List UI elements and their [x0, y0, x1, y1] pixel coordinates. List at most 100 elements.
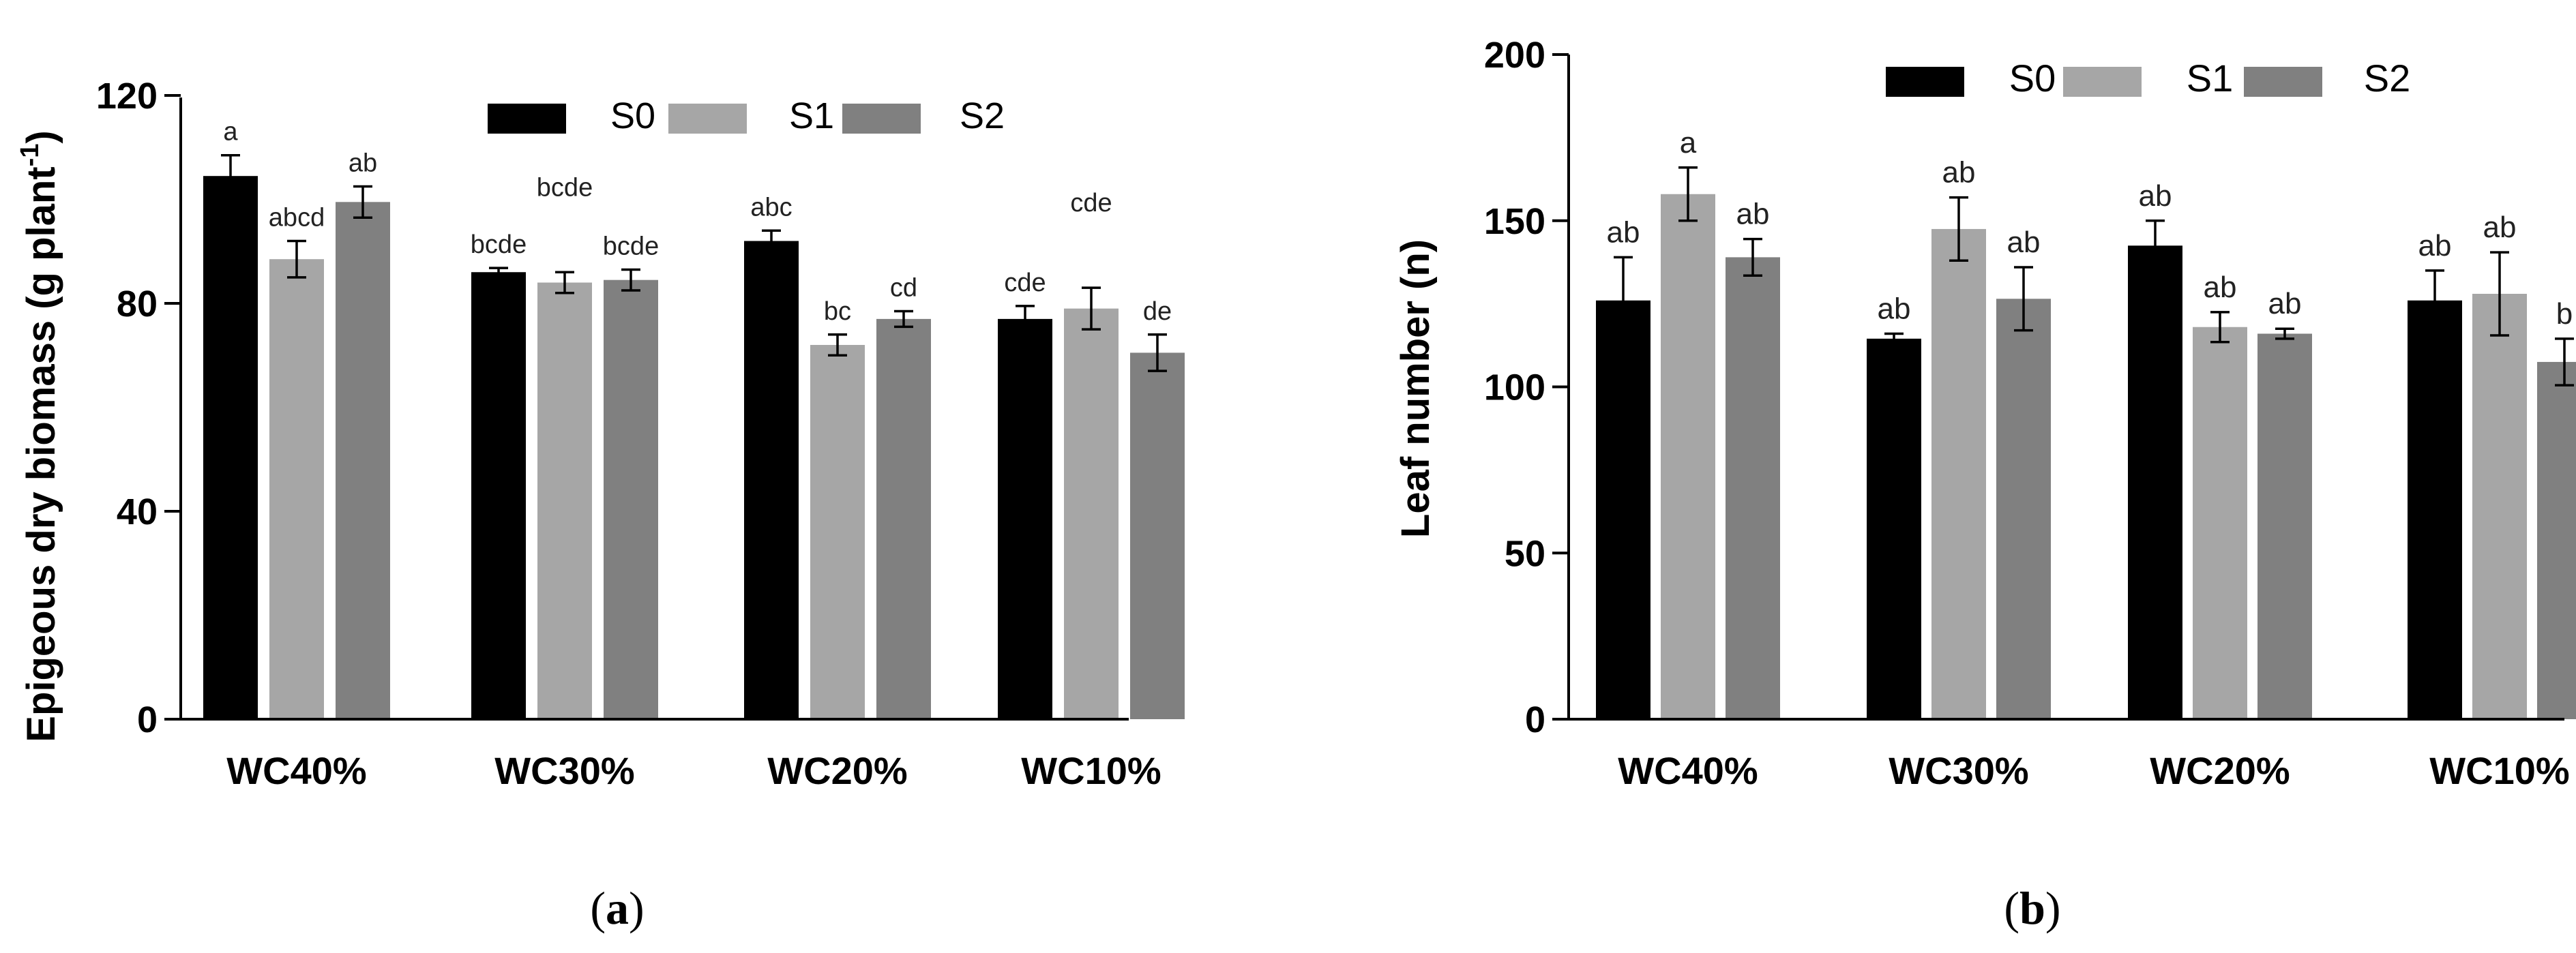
bar-s2-3	[876, 318, 931, 719]
bar-s1-1	[1661, 194, 1715, 719]
significance-label: ab	[1942, 156, 1976, 190]
bar-s2-2	[1996, 299, 2051, 719]
bar-s1-3	[2193, 327, 2247, 719]
y-tick-label: 200	[1484, 35, 1545, 76]
legend-label-s2: S2	[2364, 57, 2411, 100]
x-category-label: WC10%	[2429, 749, 2569, 792]
bar-s1-2	[1931, 228, 1986, 719]
legend-swatch-s2	[2244, 67, 2322, 97]
bar-s0-1	[203, 176, 258, 719]
significance-label: b	[2556, 297, 2573, 331]
bar-s2-2	[604, 279, 658, 719]
panel-label-b-letter: b	[2019, 882, 2045, 934]
legend-label-s1: S1	[2187, 57, 2234, 100]
legend-label-s1: S1	[789, 95, 834, 136]
bar-s1-1	[269, 259, 324, 719]
y-tick-label: 100	[1484, 367, 1545, 408]
y-tick-label: 120	[96, 76, 158, 117]
y-tick-label: 40	[117, 491, 158, 532]
bar-s0-2	[1867, 338, 1921, 719]
significance-label: ab	[1878, 292, 1911, 326]
error-bars-a	[221, 153, 1167, 372]
bar-s0-2	[471, 272, 526, 719]
bars-a	[203, 176, 1185, 719]
x-categories-b: WC40% WC30% WC20% WC10%	[1618, 749, 2569, 792]
y-axis-title-b: Leaf number (n)	[1393, 239, 1438, 538]
bar-s2-4	[2537, 361, 2576, 719]
significance-label: cde	[1070, 189, 1112, 217]
significance-label: a	[223, 118, 238, 147]
significance-label: ab	[2418, 229, 2452, 262]
x-category-label: WC30%	[1889, 749, 2028, 792]
significance-label: cd	[890, 273, 917, 302]
bar-s0-1	[1596, 300, 1650, 719]
legend-b: S0 S1 S2	[1886, 57, 2410, 100]
chart-a: Epigeous dry biomass (g plant-1) 0 40 80 12…	[16, 76, 1185, 934]
bar-s0-3	[744, 241, 799, 719]
legend-a: S0 S1 S2	[488, 95, 1005, 136]
y-axis-title-a-main: Epigeous dry biomass (g plant	[19, 166, 63, 742]
significance-label: ab	[2268, 287, 2302, 320]
significance-label: de	[1143, 297, 1172, 326]
bar-s0-4	[998, 318, 1052, 719]
significance-label: abc	[750, 193, 792, 222]
significance-label: bcde	[603, 232, 659, 260]
y-tick-label: 0	[137, 699, 158, 740]
y-ticks-a: 0 40 80 120	[96, 76, 181, 740]
significance-label: bcde	[471, 230, 527, 259]
y-axis-title-a-sup: -1	[16, 144, 44, 167]
y-tick-label: 80	[117, 284, 158, 324]
x-categories-a: WC40% WC30% WC20% WC10%	[226, 749, 1161, 792]
bar-s1-4	[2472, 294, 2527, 719]
x-category-label: WC20%	[2150, 749, 2290, 792]
x-category-label: WC10%	[1021, 749, 1161, 792]
significance-label: bcde	[537, 173, 593, 202]
bar-s1-3	[810, 345, 865, 719]
bar-s0-4	[2408, 300, 2462, 719]
significance-label: ab	[2204, 271, 2237, 304]
bar-s1-4	[1064, 308, 1119, 719]
significance-label: cde	[1004, 269, 1046, 297]
significance-label: ab	[2007, 226, 2041, 259]
significance-label: ab	[2139, 179, 2172, 213]
legend-swatch-s1	[2063, 67, 2142, 97]
y-ticks-b: 0 50 100 150 200	[1484, 35, 1569, 740]
bar-s2-3	[2257, 333, 2312, 719]
legend-label-s2: S2	[960, 95, 1005, 136]
significance-label: ab	[1736, 198, 1770, 231]
significance-label: ab	[2483, 211, 2517, 244]
x-category-label: WC20%	[767, 749, 907, 792]
significance-label: bc	[824, 297, 851, 326]
y-tick-label: 50	[1505, 533, 1545, 574]
bar-s0-3	[2128, 245, 2182, 719]
bar-s1-2	[537, 282, 592, 719]
significance-label: ab	[1607, 215, 1640, 249]
bar-s2-1	[1726, 257, 1780, 719]
y-tick-label: 150	[1484, 201, 1545, 242]
x-category-label: WC40%	[1618, 749, 1758, 792]
legend-swatch-s0	[488, 104, 566, 134]
y-tick-label: 0	[1525, 699, 1545, 740]
panel-label-b: (b)	[2004, 882, 2060, 934]
legend-label-s0: S0	[610, 95, 655, 136]
y-axis-title-a-close: )	[19, 130, 63, 143]
panel-label-a: (a)	[590, 882, 644, 934]
y-axis-title-a: Epigeous dry biomass (g plant-1)	[16, 130, 63, 742]
bar-s2-1	[336, 202, 390, 719]
legend-swatch-s0	[1886, 67, 1964, 97]
x-category-label: WC30%	[494, 749, 634, 792]
bars-b	[1596, 194, 2576, 719]
panel-label-a-letter: a	[606, 882, 629, 934]
error-bars-b	[1614, 166, 2574, 387]
bar-s2-4	[1130, 352, 1185, 719]
significance-label: ab	[349, 149, 377, 177]
significance-label: abcd	[269, 204, 325, 232]
legend-swatch-s2	[842, 104, 921, 134]
legend-swatch-s1	[668, 104, 747, 134]
significance-label: a	[1680, 126, 1697, 160]
x-category-label: WC40%	[226, 749, 366, 792]
